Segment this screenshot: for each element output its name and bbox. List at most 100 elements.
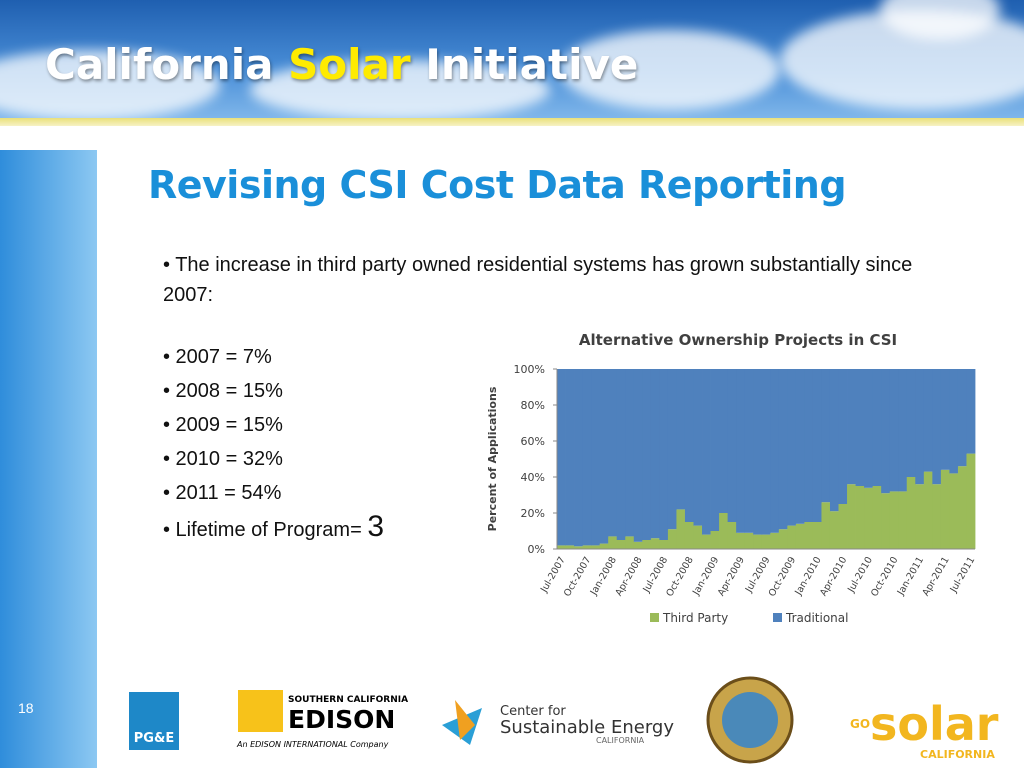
bar-segment	[812, 369, 822, 522]
bar-segment	[957, 466, 967, 549]
bullet: • 2008 = 15%	[163, 380, 283, 402]
bar-segment	[855, 369, 865, 486]
legend-swatch	[773, 613, 782, 622]
header-rule	[0, 118, 1024, 126]
bar-segment	[684, 522, 694, 549]
bar-segment	[821, 502, 831, 549]
bar-segment	[957, 369, 967, 467]
bar-segment	[616, 369, 626, 540]
bar-segment	[574, 369, 583, 547]
bar-segment	[932, 484, 942, 549]
bar-segment	[838, 369, 848, 504]
bar-segment	[829, 511, 839, 549]
bar-segment	[650, 538, 660, 549]
bar-segment	[727, 522, 737, 549]
cse-text: Center for	[500, 704, 566, 719]
bar-segment	[864, 487, 874, 549]
bar-segment	[719, 513, 729, 549]
bar-segment	[608, 536, 618, 549]
pge-logo	[129, 692, 179, 750]
cloud	[250, 60, 550, 118]
sidebar	[0, 150, 97, 768]
bar-segment	[838, 504, 848, 549]
bar-segment	[599, 369, 609, 544]
bar-segment	[770, 532, 780, 549]
bar-segment	[582, 369, 592, 546]
bar-segment	[693, 369, 703, 526]
bar-segment	[932, 369, 942, 485]
bar-segment	[906, 477, 916, 549]
bar-segment	[591, 545, 601, 549]
bar-segment	[966, 453, 976, 549]
bar-segment	[633, 369, 643, 542]
bar-segment	[761, 369, 771, 535]
bullet-list: • 2007 = 7% • 2008 = 15% • 2009 = 15% • …	[163, 340, 384, 547]
bar-segment	[898, 369, 908, 492]
bar-segment	[625, 369, 635, 537]
bar-segment	[727, 369, 737, 522]
bar-segment	[719, 369, 729, 513]
legend-label: Traditional	[785, 611, 848, 625]
bar-segment	[949, 473, 959, 549]
gosolar-text: solar	[870, 697, 999, 751]
bar-segment	[676, 369, 686, 510]
header-banner	[0, 0, 1024, 118]
title-word: California	[45, 40, 274, 89]
header-title: California Solar Initiative	[45, 40, 638, 89]
bar-segment	[906, 369, 916, 477]
legend-swatch	[650, 613, 659, 622]
cse-mark	[455, 700, 475, 740]
bar-segment	[616, 540, 626, 549]
bar-segment	[881, 369, 891, 494]
bar-segment	[684, 369, 694, 522]
bar-segment	[804, 522, 814, 549]
slide-heading: Revising CSI Cost Data Reporting	[148, 163, 847, 207]
bar-segment	[744, 532, 754, 549]
gosolar-text: CALIFORNIA	[920, 748, 995, 761]
bar-segment	[565, 545, 575, 549]
gosolar-text: GO	[850, 717, 870, 731]
bar-segment	[949, 369, 959, 474]
bar-segment	[667, 369, 677, 530]
bar-segment	[736, 369, 746, 533]
edison-text: An EDISON INTERNATIONAL Company	[236, 740, 389, 749]
bar-segment	[915, 369, 925, 485]
bullet-value: 3	[367, 510, 384, 543]
bar-segment	[795, 369, 805, 524]
bar-segment	[778, 369, 788, 530]
y-tick-label: 0%	[528, 543, 545, 556]
bar-segment	[915, 484, 925, 549]
bar-segment	[557, 545, 566, 549]
bar-segment	[847, 369, 856, 485]
cse-text: Sustainable Energy	[500, 717, 674, 738]
bar-segment	[710, 531, 720, 549]
bar-segment	[753, 534, 763, 549]
bar-segment	[889, 369, 899, 492]
bar-segment	[881, 493, 891, 549]
bar-segment	[889, 491, 899, 549]
bar-segment	[804, 369, 814, 522]
bar-segment	[710, 369, 720, 531]
bar-segment	[761, 534, 771, 549]
state-seal-inner	[722, 692, 778, 748]
y-tick-label: 80%	[521, 399, 545, 412]
bullet: • 2011 = 54%	[163, 482, 282, 504]
bar-segment	[659, 369, 669, 540]
bar-segment	[898, 491, 908, 549]
bar-segment	[744, 369, 754, 533]
logo-strip: PG&E SOUTHERN CALIFORNIA EDISON An EDISO…	[129, 676, 999, 764]
y-tick-label: 60%	[521, 435, 545, 448]
bar-segment	[702, 534, 711, 549]
bar-segment	[650, 369, 660, 539]
bar-segment	[693, 525, 703, 549]
cse-text: CALIFORNIA	[596, 736, 645, 745]
bar-segment	[599, 543, 609, 549]
edison-text: EDISON	[288, 705, 395, 734]
bullet: • 2007 = 7%	[163, 346, 272, 368]
bar-segment	[872, 486, 882, 549]
bar-segment	[557, 369, 566, 546]
legend-label: Third Party	[662, 611, 728, 625]
cloud	[560, 30, 780, 110]
y-tick-label: 40%	[521, 471, 545, 484]
bar-segment	[829, 369, 839, 512]
